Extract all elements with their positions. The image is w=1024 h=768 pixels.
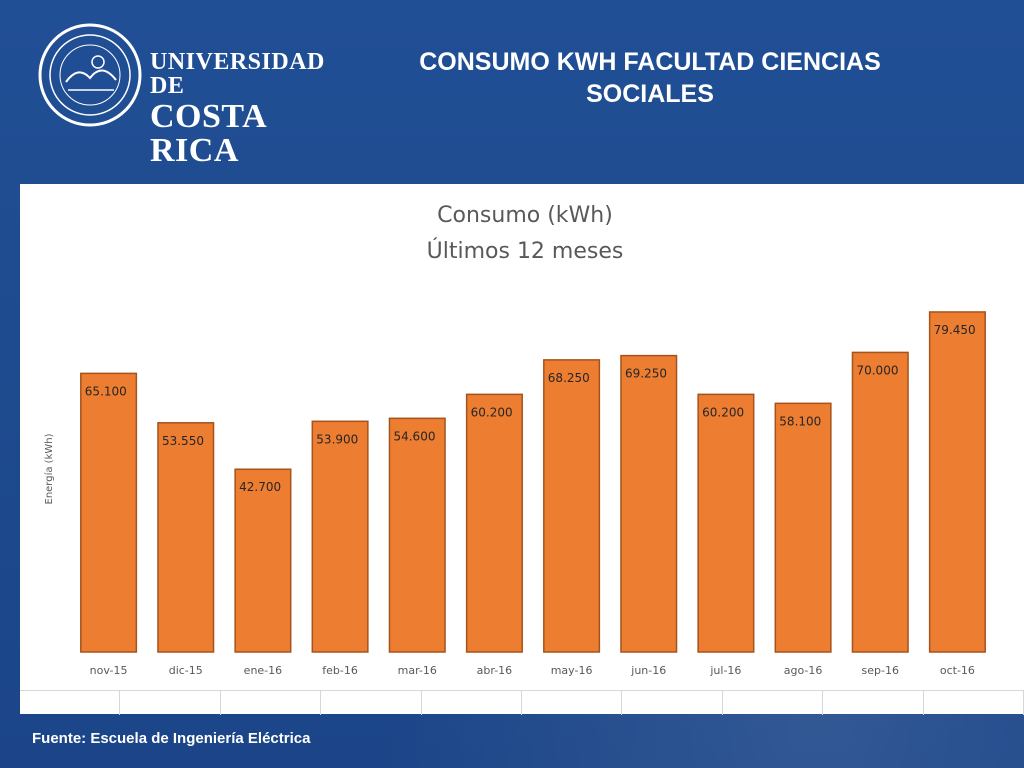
table-cell	[924, 691, 1024, 715]
bar-feb-16	[311, 420, 369, 653]
table-cell	[422, 691, 523, 715]
table-cell	[522, 691, 623, 715]
logo-line-2: COSTA RICA	[150, 98, 266, 169]
data-label: 53.550	[162, 434, 204, 448]
bars-group: 65.100 nov-15 53.550 dic-15 42.700 ene-16 53.9…	[80, 311, 986, 677]
table-cell	[120, 691, 221, 715]
table-cell	[221, 691, 322, 715]
bar-may-16	[543, 359, 601, 653]
data-table-row	[20, 690, 1024, 715]
x-tick-label: ago-16	[784, 664, 823, 677]
table-cell	[723, 691, 824, 715]
bar-nov-15	[80, 372, 138, 653]
data-label: 79.450	[934, 323, 976, 337]
data-label: 58.100	[779, 414, 821, 428]
table-cell	[622, 691, 723, 715]
table-cell	[321, 691, 422, 715]
x-tick-label: dic-15	[169, 664, 203, 677]
bar-abr-16	[465, 393, 523, 653]
slide-title: CONSUMO KWH FACULTAD CIENCIAS SOCIALES	[419, 48, 881, 108]
x-tick-label: sep-16	[862, 664, 899, 677]
chart-panel: Consumo (kWh) Últimos 12 meses Energía (…	[20, 184, 1024, 715]
bar-oct-16	[928, 311, 986, 653]
y-axis-label: Energía (kWh)	[43, 433, 55, 504]
x-tick-label: mar-16	[398, 664, 437, 677]
x-tick-label: ene-16	[244, 664, 282, 677]
data-label: 69.250	[625, 367, 667, 381]
table-cell	[823, 691, 924, 715]
bar-ago-16	[774, 402, 832, 653]
bar-jun-16	[620, 354, 678, 653]
university-seal-icon	[38, 23, 142, 127]
data-label: 53.900	[316, 432, 358, 446]
bar-sep-16	[851, 351, 909, 653]
data-label: 68.250	[548, 371, 590, 385]
bar-jul-16	[697, 393, 755, 653]
data-label: 60.200	[702, 405, 744, 419]
logo-line-1: UNIVERSIDAD DE	[150, 49, 325, 99]
university-logo: UNIVERSIDAD DE COSTA RICA	[38, 20, 338, 168]
data-label: 42.700	[239, 480, 281, 494]
x-tick-label: abr-16	[477, 664, 513, 677]
x-tick-label: may-16	[551, 664, 593, 677]
data-label: 54.600	[393, 429, 435, 443]
bar-dic-15	[157, 422, 215, 653]
x-tick-label: feb-16	[322, 664, 358, 677]
bar-chart: Consumo (kWh) Últimos 12 meses Energía (…	[43, 203, 986, 677]
data-label: 60.200	[471, 405, 513, 419]
x-tick-label: jun-16	[630, 664, 666, 677]
data-label: 65.100	[85, 384, 127, 398]
logo-wordmark: UNIVERSIDAD DE COSTA RICA	[150, 50, 338, 168]
source-note: Fuente: Escuela de Ingeniería Eléctrica	[32, 730, 311, 747]
bar-ene-16	[234, 468, 292, 653]
chart-subtitle: Últimos 12 meses	[427, 238, 624, 264]
table-cell	[20, 691, 121, 715]
x-tick-label: nov-15	[90, 664, 128, 677]
x-tick-label: jul-16	[709, 664, 741, 677]
x-tick-label: oct-16	[940, 664, 975, 677]
data-label: 70.000	[856, 363, 898, 377]
bar-mar-16	[388, 417, 446, 653]
chart-title: Consumo (kWh)	[437, 203, 613, 228]
